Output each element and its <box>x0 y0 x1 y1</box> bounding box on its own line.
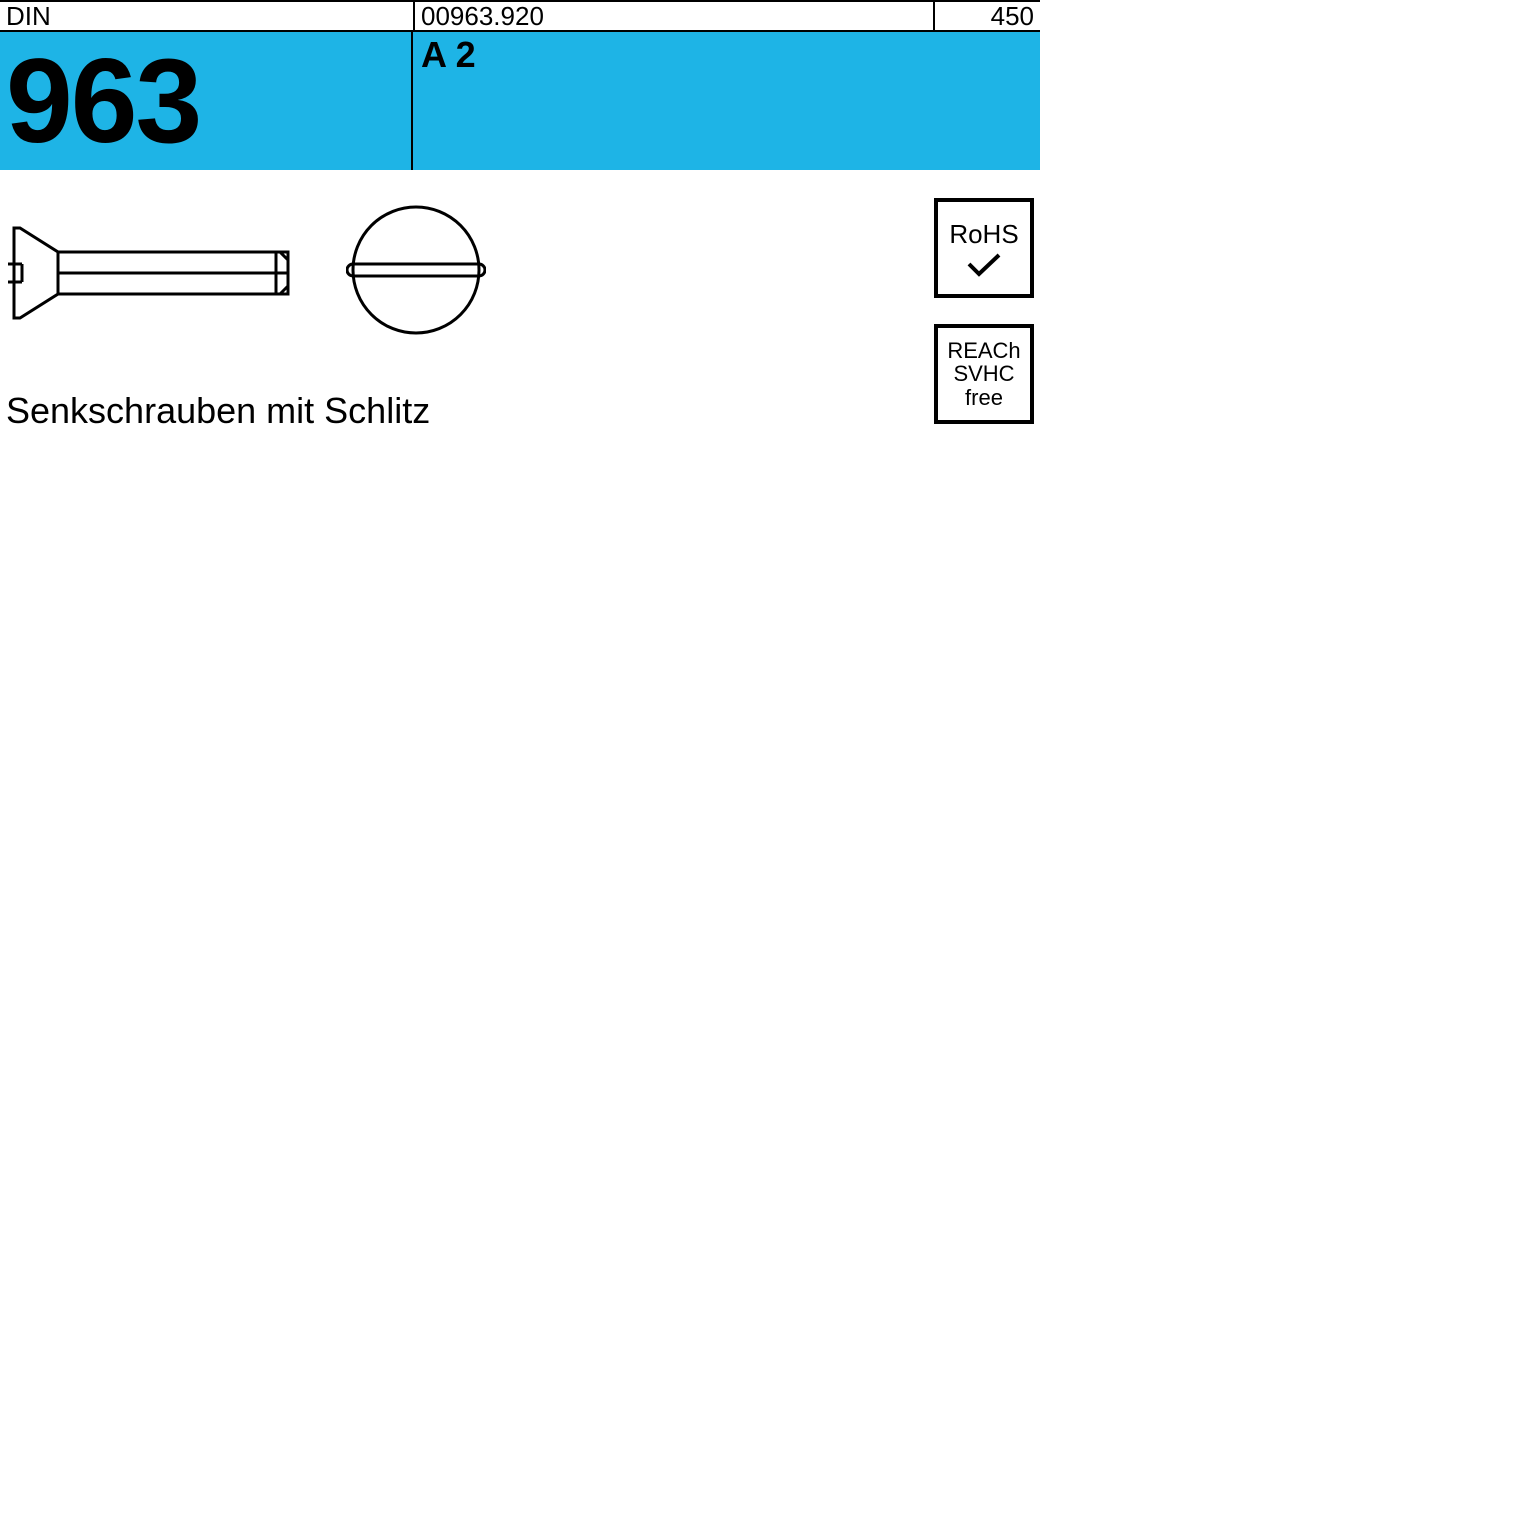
material-grade: A 2 <box>421 34 476 76</box>
rohs-label: RoHS <box>949 219 1018 250</box>
check-icon <box>965 252 1003 278</box>
reach-line-2: SVHC <box>953 362 1014 385</box>
reach-badge: REACh SVHC free <box>934 324 1034 424</box>
reach-line-3: free <box>965 386 1003 409</box>
reach-line-1: REACh <box>947 339 1020 362</box>
standard-number: 963 <box>6 41 200 161</box>
product-description: Senkschrauben mit Schlitz <box>6 390 430 432</box>
rohs-badge: RoHS <box>934 198 1034 298</box>
drawing-area: RoHS REACh SVHC free <box>0 170 1040 390</box>
screw-front-view-icon <box>346 200 486 340</box>
header-din-label: DIN <box>0 2 413 30</box>
header-right-number: 450 <box>933 2 1040 30</box>
datasheet: DIN 00963.920 450 963 A 2 <box>0 0 1040 1040</box>
standard-band: 963 A 2 <box>0 32 1040 170</box>
header-row: DIN 00963.920 450 <box>0 0 1040 32</box>
header-article-code: 00963.920 <box>413 2 933 30</box>
standard-number-cell: 963 <box>0 32 413 170</box>
material-cell: A 2 <box>413 32 1040 170</box>
screw-side-view-icon <box>8 218 308 328</box>
